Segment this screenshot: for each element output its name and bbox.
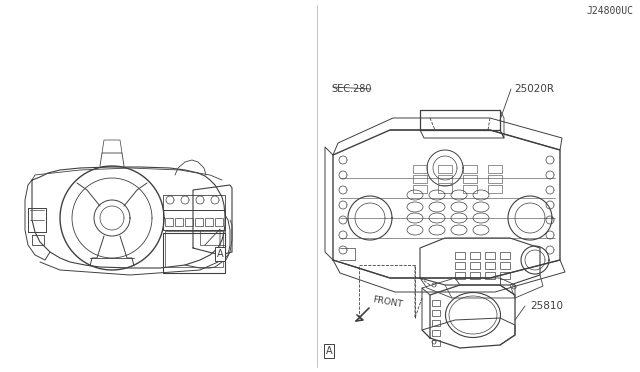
Bar <box>163 210 225 230</box>
Text: J24800UC: J24800UC <box>587 6 634 16</box>
Bar <box>432 330 440 336</box>
Bar <box>432 340 440 346</box>
Bar <box>200 230 225 245</box>
Bar <box>455 262 465 269</box>
Bar <box>413 185 427 193</box>
Bar <box>455 272 465 279</box>
Bar <box>470 262 480 269</box>
Bar <box>413 175 427 183</box>
Bar <box>488 175 502 183</box>
Bar <box>165 231 223 267</box>
Bar <box>500 272 510 279</box>
Bar <box>215 218 223 226</box>
Bar <box>185 218 193 226</box>
Text: 25020R: 25020R <box>514 84 554 94</box>
Bar <box>413 165 427 173</box>
Bar <box>165 218 173 226</box>
Bar <box>163 195 225 210</box>
Bar <box>195 218 203 226</box>
Bar <box>432 300 440 306</box>
Text: SEC.280: SEC.280 <box>331 84 371 94</box>
Bar <box>463 165 477 173</box>
Text: FRONT: FRONT <box>372 295 404 309</box>
Bar <box>205 218 213 226</box>
Bar <box>500 262 510 269</box>
Text: A: A <box>217 249 223 259</box>
Bar <box>438 185 452 193</box>
Bar <box>485 262 495 269</box>
Bar <box>175 218 183 226</box>
Bar <box>488 165 502 173</box>
Bar <box>470 272 480 279</box>
Bar <box>463 175 477 183</box>
Bar <box>463 185 477 193</box>
Bar <box>438 175 452 183</box>
Bar <box>455 252 465 259</box>
Bar <box>438 165 452 173</box>
Bar <box>432 320 440 326</box>
Bar <box>432 310 440 316</box>
Bar <box>163 233 225 273</box>
Text: 25810: 25810 <box>530 301 563 311</box>
Bar <box>488 185 502 193</box>
Bar <box>485 252 495 259</box>
Text: A: A <box>326 346 332 356</box>
Bar <box>500 252 510 259</box>
Bar <box>485 272 495 279</box>
Bar <box>470 252 480 259</box>
